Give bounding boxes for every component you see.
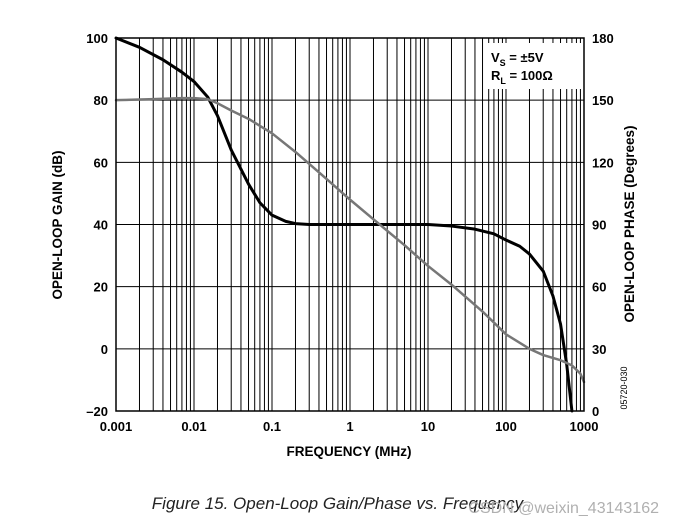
- y2-tick-label: 0: [592, 404, 599, 419]
- figure-code: 05720-030: [619, 366, 629, 409]
- legend-vs-sub: S: [500, 58, 506, 68]
- legend-rl-value: = 100Ω: [506, 68, 553, 83]
- y2-tick-label: 180: [592, 31, 614, 46]
- figure-caption: Figure 15. Open-Loop Gain/Phase vs. Freq…: [151, 494, 524, 513]
- x-tick-label: 1: [346, 419, 353, 434]
- plot-border: [115, 37, 585, 412]
- x-tick-label: 0.1: [263, 419, 281, 434]
- legend-rl: RL = 100Ω: [491, 68, 553, 86]
- x-tick-label: 0.01: [181, 419, 206, 434]
- y2-tick-label: 90: [592, 218, 606, 233]
- y-axis-label: OPEN-LOOP GAIN (dB): [50, 150, 65, 299]
- y-tick-label: –20: [86, 404, 108, 419]
- y-tick-label: 100: [86, 31, 108, 46]
- watermark: CSDN @weixin_43143162: [468, 500, 659, 517]
- legend-vs-main: V: [491, 50, 500, 65]
- legend-rl-main: R: [491, 68, 501, 83]
- y-tick-label: 20: [94, 280, 108, 295]
- y-tick-label: 40: [94, 218, 108, 233]
- plot-frame: [115, 37, 585, 412]
- series-layer: [114, 36, 586, 413]
- legend-rl-sub: L: [500, 76, 506, 86]
- y2-axis-label: OPEN-LOOP PHASE (Degrees): [622, 125, 637, 322]
- gain-curve: [114, 36, 574, 413]
- x-axis-label: FREQUENCY (MHz): [286, 444, 411, 459]
- x-tick-label: 100: [495, 419, 517, 434]
- y2-tick-label: 30: [592, 342, 606, 357]
- tick-labels: 0.001 0.01 0.1 1 10 100 1000 100 80 60 40 20 0 –20 180…: [86, 31, 613, 434]
- y-tick-label: 60: [94, 155, 108, 170]
- y-tick-label: 0: [101, 342, 108, 357]
- y2-tick-label: 60: [592, 280, 606, 295]
- x-tick-label: 10: [421, 419, 435, 434]
- x-tick-label: 1000: [570, 419, 599, 434]
- y-tick-label: 80: [94, 93, 108, 108]
- legend: VS = ±5V RL = 100Ω: [484, 43, 582, 89]
- y2-tick-label: 150: [592, 93, 614, 108]
- legend-vs-value: = ±5V: [506, 50, 544, 65]
- y2-tick-label: 120: [592, 155, 614, 170]
- x-tick-label: 0.001: [100, 419, 133, 434]
- legend-vs: VS = ±5V: [491, 50, 544, 68]
- phase-curve: [114, 96, 586, 384]
- legend-box: [484, 43, 582, 89]
